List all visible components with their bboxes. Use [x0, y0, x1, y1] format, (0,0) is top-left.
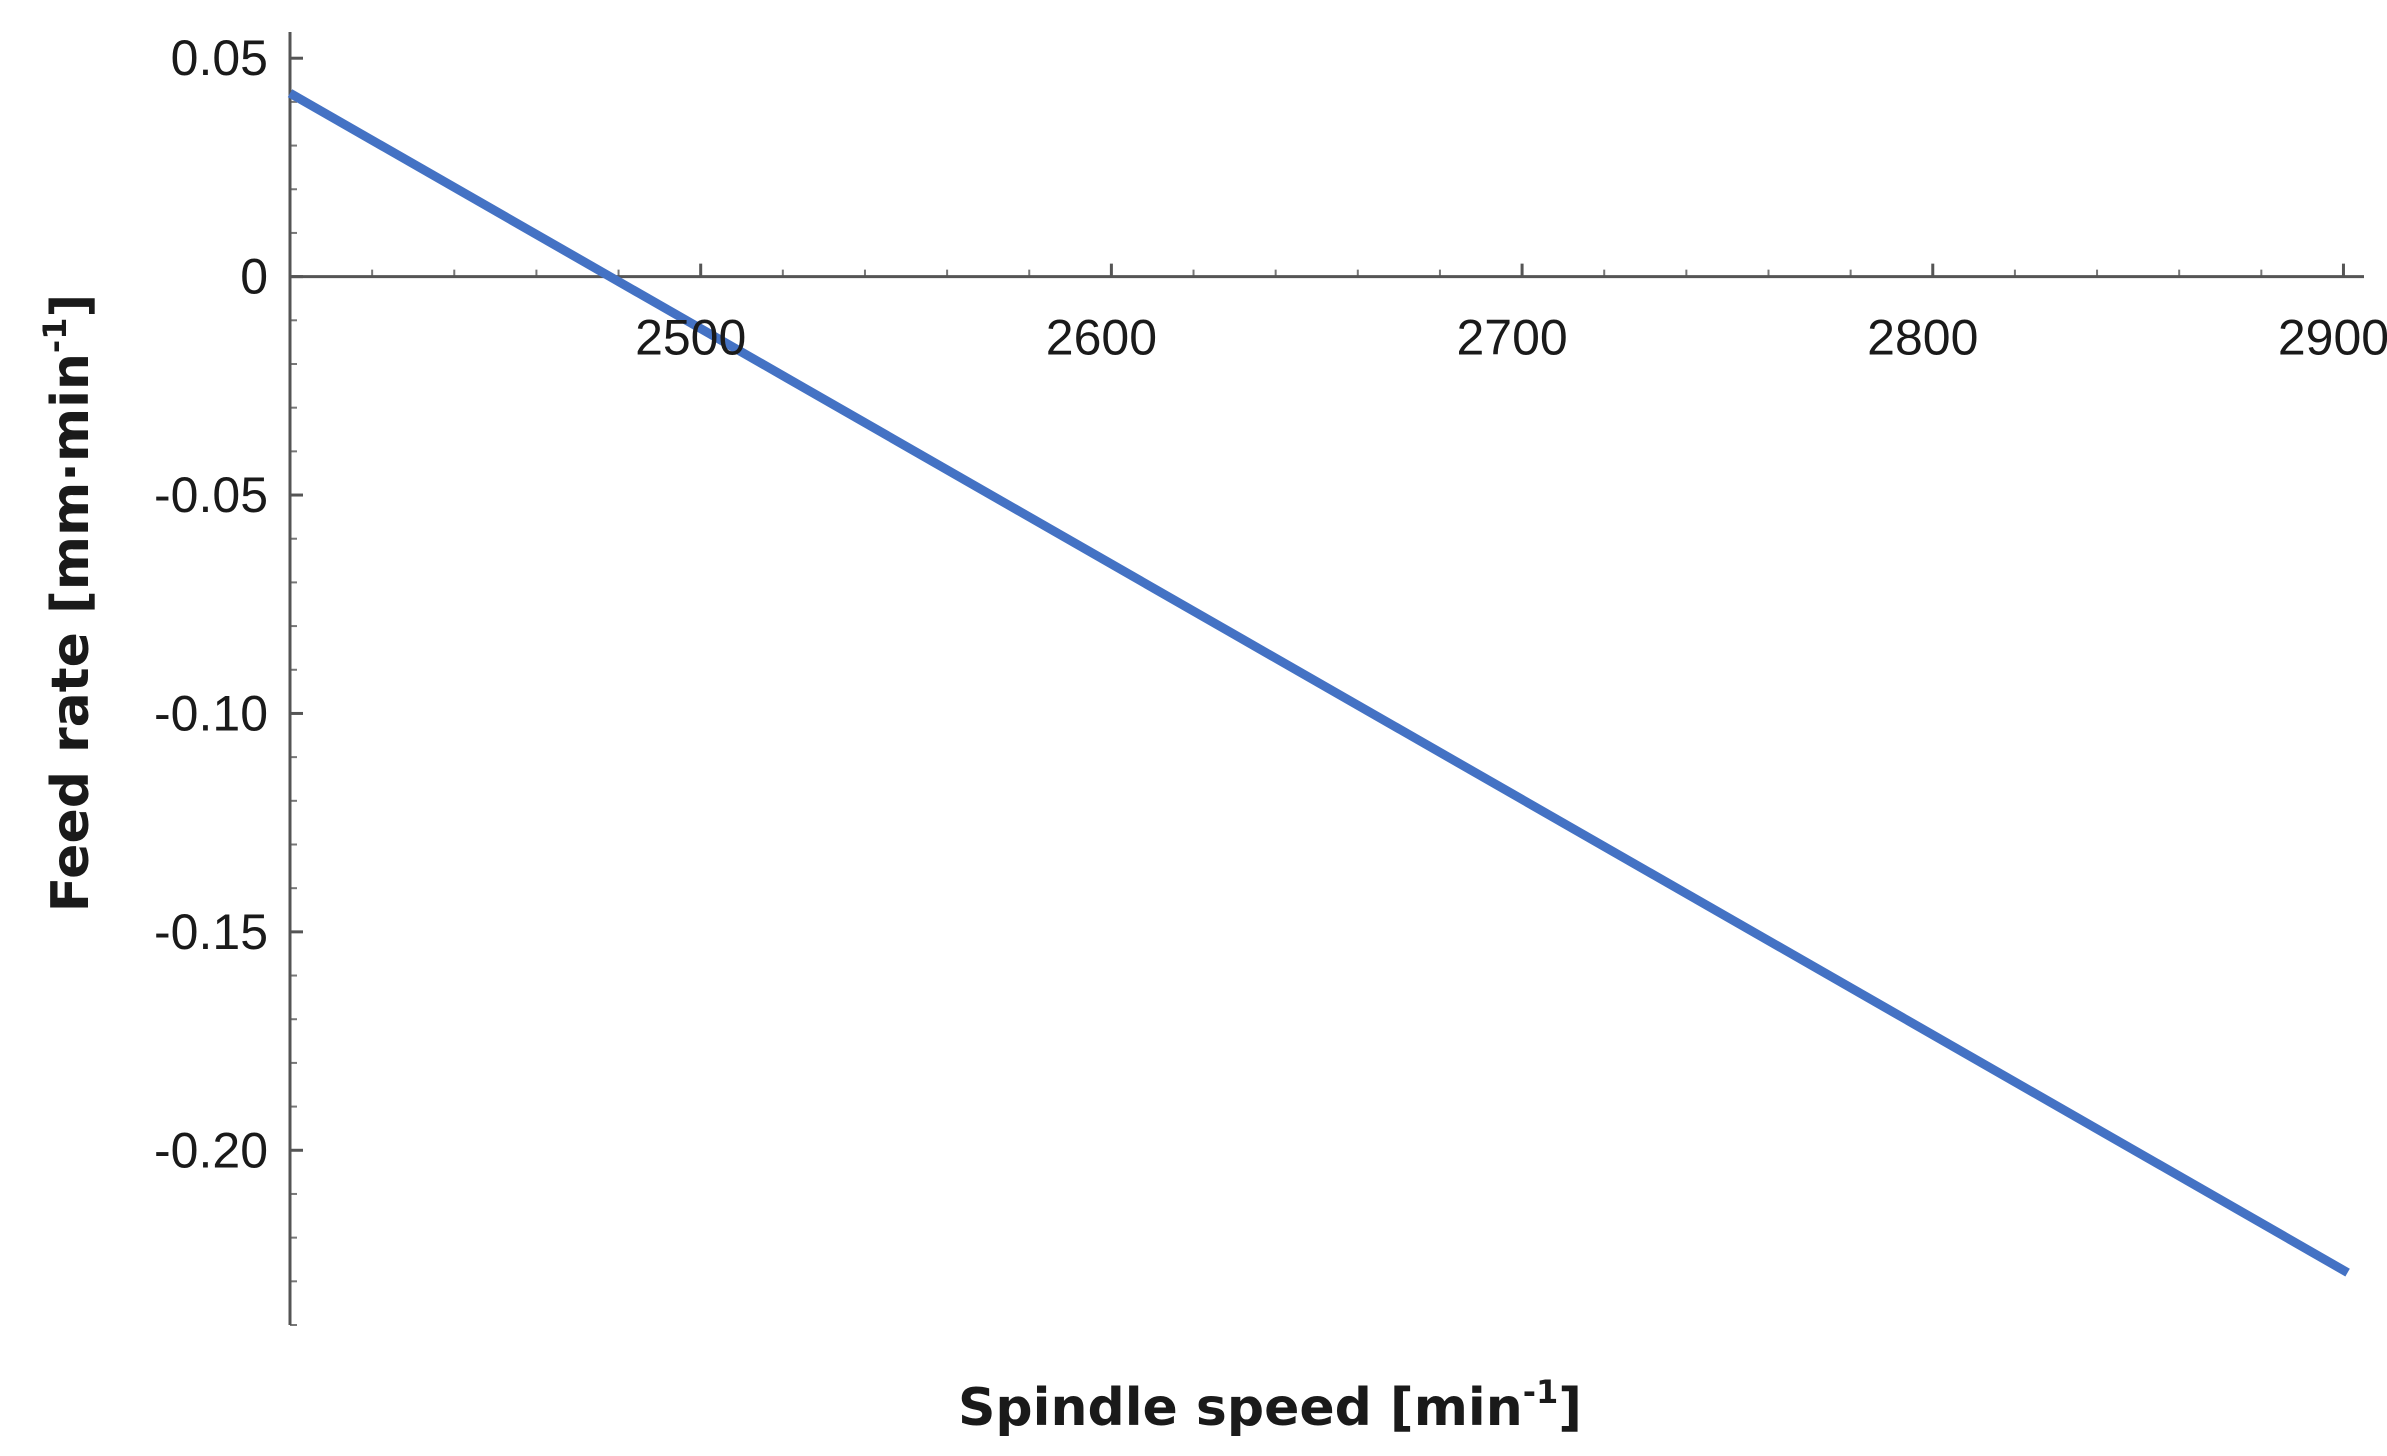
y-tick-label: -0.15 — [154, 904, 268, 960]
y-tick-label: 0 — [240, 249, 268, 305]
x-tick-label: 2500 — [635, 310, 746, 366]
series-layer — [287, 89, 2350, 1277]
x-tick-label: 2900 — [2278, 310, 2387, 366]
x-axis-title: Spindle speed [min-1] — [958, 1373, 1582, 1438]
y-tick-label: 0.05 — [171, 30, 268, 86]
x-tick-label: 2700 — [1456, 310, 1567, 366]
y-tick-labels: 0.05 0 -0.05 -0.10 -0.15 -0.20 — [154, 30, 268, 1178]
x-tick-label: 2800 — [1867, 310, 1978, 366]
y-tick-label: -0.10 — [154, 685, 268, 741]
y-tick-label: -0.20 — [154, 1122, 268, 1178]
x-tick-label: 2600 — [1046, 310, 1157, 366]
major-ticks — [290, 56, 2345, 1152]
series-line — [287, 89, 2350, 1277]
plot-area: 2500 2600 2700 2800 2900 0.05 0 -0.05 -0.10 -0.1… — [154, 30, 2387, 1326]
x-tick-labels: 2500 2600 2700 2800 2900 — [635, 310, 2387, 366]
minor-ticks — [289, 100, 2263, 1326]
y-axis-title: Feed rate [mm·min-1] — [36, 294, 101, 912]
y-tick-label: -0.05 — [154, 467, 268, 523]
